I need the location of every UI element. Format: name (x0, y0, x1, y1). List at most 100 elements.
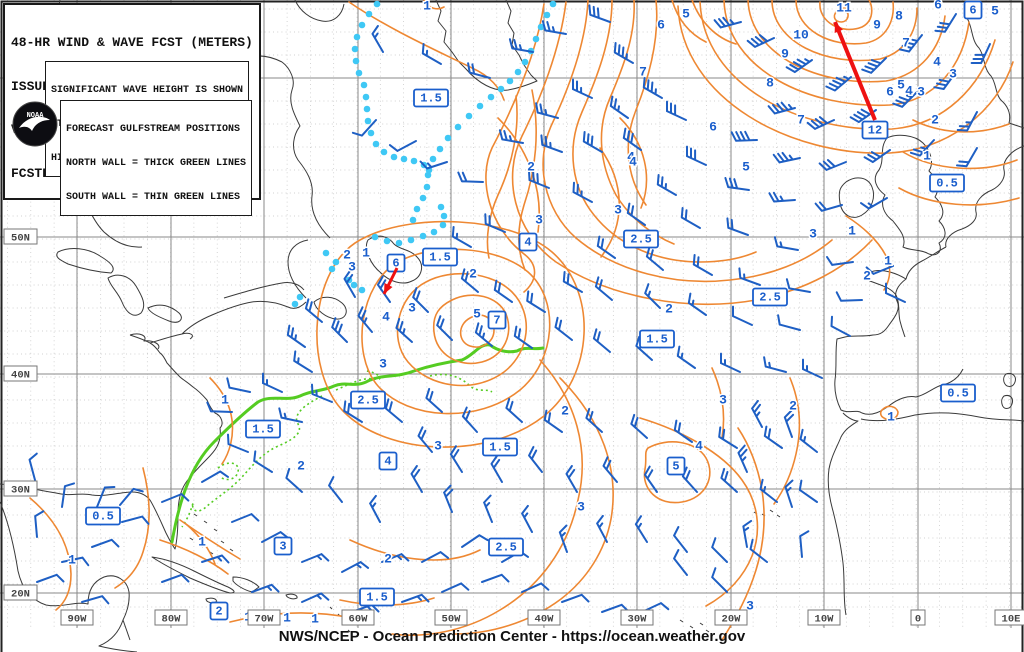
ice-edge-dot (407, 236, 415, 244)
ice-edge-dot (358, 21, 366, 29)
gulfstream-south-wall (181, 395, 323, 528)
latitude-label: 50N (11, 232, 30, 244)
wind-barb (535, 102, 559, 119)
ice-edge-dot (419, 194, 427, 202)
wind-barb (410, 465, 423, 493)
wave-contour-line (29, 497, 72, 611)
wave-contour-line (723, 0, 970, 107)
longitude-label: 50W (442, 613, 462, 625)
wind-barb (785, 58, 813, 74)
wind-barb (742, 519, 753, 548)
wind-barb (425, 387, 443, 413)
wind-barb (933, 71, 957, 90)
wind-barb (384, 398, 403, 423)
ice-edge-dot (372, 140, 380, 148)
wind-barb (328, 476, 343, 503)
wave-contour-line (209, 377, 234, 465)
longitude-label: 0 (915, 613, 921, 625)
wave-height-box (518, 232, 538, 252)
wind-barb (585, 407, 603, 433)
longitude-label: 80W (162, 613, 182, 625)
coastline (0, 501, 138, 652)
ice-edge-dot (363, 105, 371, 113)
ice-edge-dot (532, 35, 540, 43)
wave-contour-line (432, 294, 510, 365)
wave-height-value: 1.5 (646, 333, 668, 347)
wave-height-box (929, 173, 965, 193)
ice-edge-dot (365, 10, 373, 18)
wind-barb (934, 13, 957, 33)
ice-edge-dot (353, 33, 361, 41)
contour-value-label: 1 (283, 610, 291, 625)
wind-barb (528, 446, 543, 473)
ice-edge-dot (360, 81, 368, 89)
longitude-label-box (620, 609, 654, 626)
ice-edge-dot (437, 203, 445, 211)
longitude-label-box (994, 609, 1024, 626)
wind-barb (768, 191, 796, 203)
ice-edge-dot (497, 85, 505, 93)
longitude-label-box (247, 609, 281, 626)
wind-barb (286, 324, 306, 348)
wind-barb (665, 100, 687, 121)
wave-contour-line (902, 151, 1018, 170)
contour-value-label: 7 (797, 112, 805, 127)
contour-value-label: 3 (408, 300, 416, 315)
ice-edge-dot (436, 145, 444, 153)
longitude-label: 40W (535, 613, 555, 625)
wave-contour-line (845, 215, 891, 291)
gulfstream-south-wall (335, 370, 381, 391)
contour-value-label: 11 (836, 0, 852, 15)
wind-barb (401, 593, 430, 603)
coastline (838, 177, 875, 218)
red-arrow (833, 21, 877, 121)
contour-value-label: 3 (746, 598, 754, 613)
contour-value-label: 2 (343, 247, 351, 262)
wind-barb (892, 91, 918, 108)
ice-edge-dot (364, 117, 372, 125)
wave-contour-line (711, 367, 725, 439)
wind-barb (767, 101, 796, 115)
contour-value-label: 1 (848, 223, 856, 238)
ice-edge-dot (355, 69, 363, 77)
contour-value-label: 9 (781, 46, 789, 61)
longitude-label: 10W (815, 613, 835, 625)
wind-barb (251, 583, 280, 593)
wave-height-box (273, 536, 293, 556)
wind-barb (773, 236, 799, 251)
wind-barb (521, 504, 533, 533)
wind-barb (630, 413, 648, 439)
wind-barb (331, 317, 348, 343)
wind-barb (28, 452, 38, 481)
wind-barb (830, 315, 851, 337)
longitude-label-box (807, 609, 841, 626)
wind-barb (526, 290, 546, 313)
wind-barb (417, 426, 433, 453)
wind-barb (369, 494, 381, 523)
wind-barb (713, 16, 742, 29)
wind-barb (484, 213, 506, 233)
wind-barb (541, 20, 567, 35)
wind-barb (81, 595, 110, 605)
wind-barb (161, 573, 190, 583)
longitude-label-box (154, 609, 188, 626)
wind-barb (609, 95, 629, 119)
contour-value-label: 5 (742, 159, 750, 174)
wave-height-box (378, 451, 398, 471)
ice-edge-dot (322, 249, 330, 257)
wind-barb (970, 43, 991, 65)
wave-contour-line (771, 0, 918, 62)
wind-barb (304, 298, 323, 323)
contour-value-label: 5 (682, 6, 690, 21)
wave-height-box (752, 287, 788, 307)
wind-barb (449, 445, 463, 473)
coastline (679, 619, 710, 633)
contour-value-label: 2 (665, 301, 673, 316)
wind-barb (161, 493, 190, 503)
wind-barb (909, 139, 935, 157)
ice-edge-dot (351, 45, 359, 53)
longitude-label: 60W (349, 613, 369, 625)
longitude-label: 70W (255, 613, 275, 625)
wind-barb (656, 174, 677, 196)
